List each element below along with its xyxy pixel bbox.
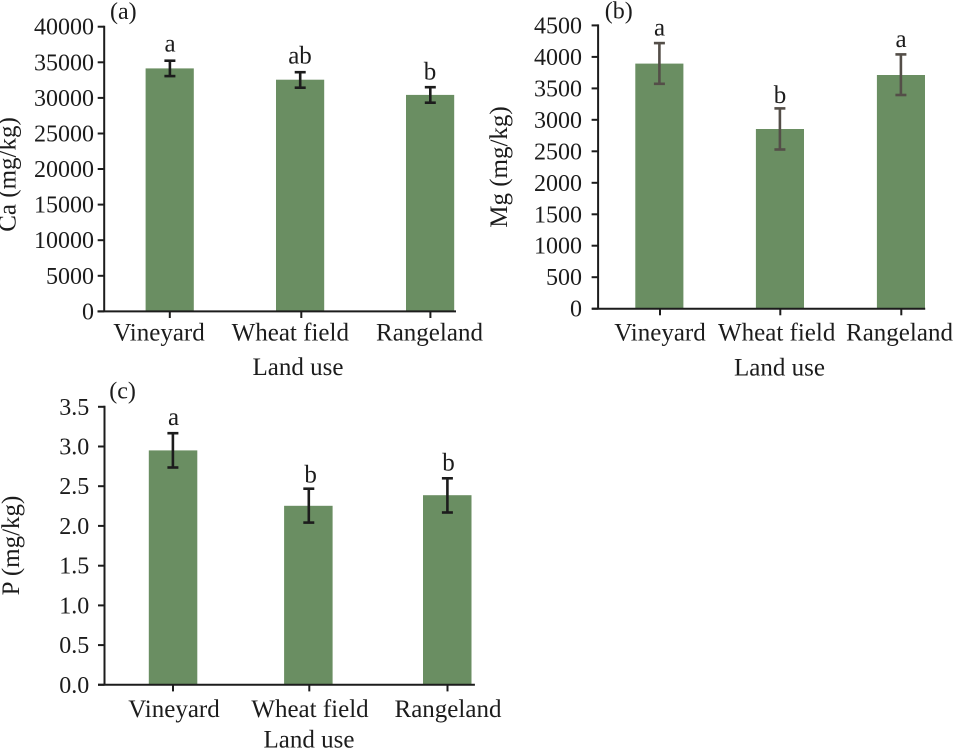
svg-text:2500: 2500 — [534, 139, 582, 165]
svg-text:Vineyard: Vineyard — [614, 319, 706, 346]
svg-text:1000: 1000 — [534, 234, 582, 260]
svg-text:2.5: 2.5 — [59, 474, 89, 500]
svg-text:b: b — [442, 449, 455, 476]
svg-text:4000: 4000 — [534, 45, 582, 71]
svg-text:Vineyard: Vineyard — [128, 696, 220, 723]
svg-text:Wheat field: Wheat field — [232, 319, 350, 346]
svg-text:1.0: 1.0 — [59, 593, 89, 619]
svg-text:Wheat field: Wheat field — [718, 319, 836, 346]
svg-text:(a): (a) — [110, 0, 137, 25]
svg-text:2.0: 2.0 — [59, 514, 89, 540]
svg-text:500: 500 — [546, 265, 582, 291]
svg-text:3.5: 3.5 — [59, 395, 89, 421]
svg-text:3.0: 3.0 — [59, 435, 89, 461]
svg-text:1.5: 1.5 — [59, 554, 89, 580]
svg-text:ab: ab — [288, 43, 312, 70]
svg-text:0.0: 0.0 — [59, 673, 89, 699]
svg-text:0.5: 0.5 — [59, 633, 89, 659]
svg-text:a: a — [165, 31, 176, 58]
svg-text:15000: 15000 — [34, 193, 94, 219]
svg-text:Land use: Land use — [264, 726, 355, 749]
svg-text:Wheat field: Wheat field — [251, 696, 369, 723]
svg-text:Rangeland: Rangeland — [395, 696, 502, 723]
svg-text:30000: 30000 — [34, 86, 94, 112]
svg-text:10000: 10000 — [34, 228, 94, 254]
svg-text:Land use: Land use — [253, 354, 344, 381]
svg-text:3500: 3500 — [534, 76, 582, 102]
svg-text:a: a — [654, 14, 665, 41]
svg-text:4500: 4500 — [534, 13, 582, 39]
svg-text:Vineyard: Vineyard — [113, 319, 205, 346]
svg-text:a: a — [895, 26, 906, 53]
svg-text:a: a — [168, 404, 179, 431]
svg-text:b: b — [424, 59, 437, 86]
svg-text:Mg (mg/kg): Mg (mg/kg) — [486, 106, 513, 228]
svg-text:Ca (mg/kg): Ca (mg/kg) — [0, 117, 22, 232]
svg-text:P (mg/kg): P (mg/kg) — [0, 496, 25, 596]
svg-text:Rangeland: Rangeland — [376, 319, 483, 346]
svg-text:0: 0 — [570, 297, 582, 323]
svg-text:5000: 5000 — [46, 264, 94, 290]
svg-text:2000: 2000 — [534, 171, 582, 197]
svg-text:0: 0 — [82, 299, 94, 325]
svg-text:(b): (b) — [605, 0, 633, 24]
svg-text:Rangeland: Rangeland — [846, 319, 953, 346]
svg-text:3000: 3000 — [534, 108, 582, 134]
svg-text:b: b — [774, 82, 787, 109]
svg-text:40000: 40000 — [34, 15, 94, 41]
svg-text:20000: 20000 — [34, 157, 94, 183]
svg-text:25000: 25000 — [34, 122, 94, 148]
svg-text:1500: 1500 — [534, 202, 582, 228]
svg-text:(c): (c) — [109, 378, 136, 404]
svg-text:35000: 35000 — [34, 50, 94, 76]
svg-text:Land use: Land use — [734, 354, 825, 381]
svg-text:b: b — [304, 461, 317, 488]
